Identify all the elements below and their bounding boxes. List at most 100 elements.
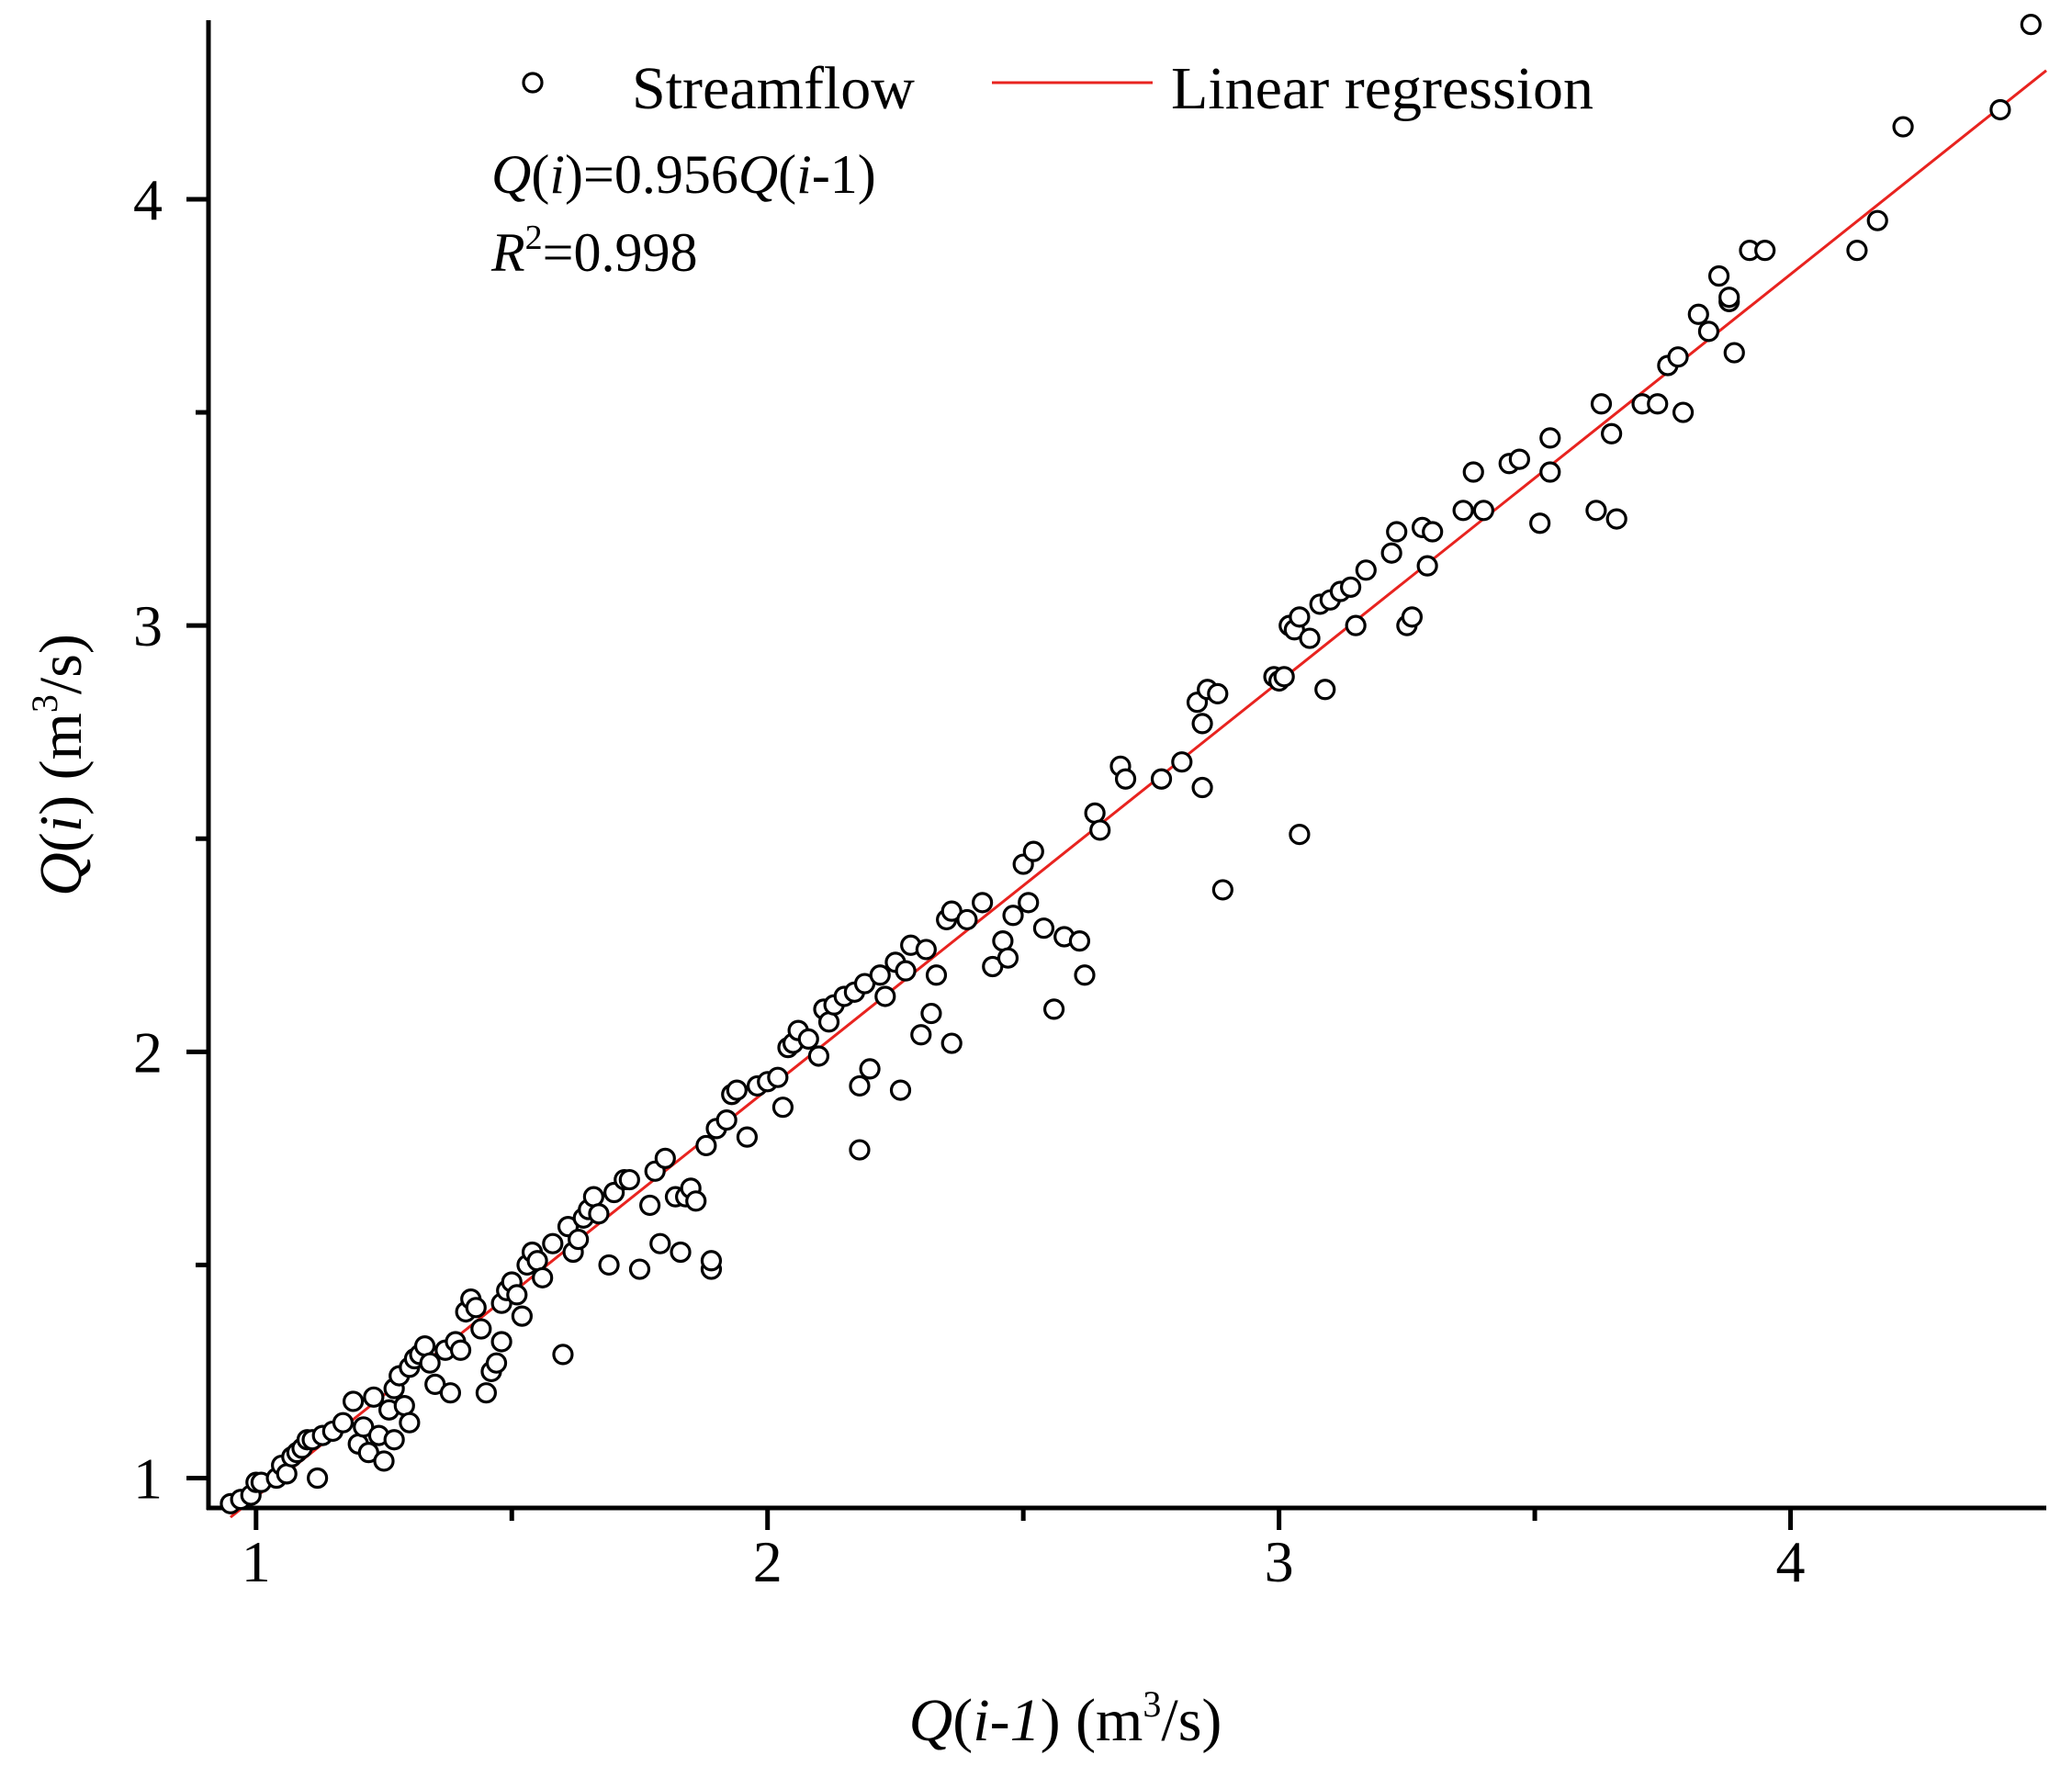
streamflow-point bbox=[1539, 461, 1561, 483]
streamflow-point bbox=[1191, 776, 1213, 799]
streamflow-point bbox=[1401, 606, 1424, 628]
streamflow-point bbox=[383, 1429, 405, 1451]
r-squared: R2=0.998 bbox=[490, 219, 698, 283]
x-title-var: i-1 bbox=[973, 1687, 1040, 1754]
streamflow-point bbox=[1355, 559, 1377, 581]
streamflow-point bbox=[1380, 542, 1402, 564]
streamflow-point bbox=[485, 1352, 508, 1374]
streamflow-point bbox=[1002, 905, 1024, 927]
y-title-unit-close: /s) bbox=[28, 634, 95, 694]
streamflow-point bbox=[1846, 240, 1868, 262]
streamflow-point bbox=[1605, 508, 1627, 530]
streamflow-point bbox=[869, 964, 891, 986]
streamflow-point bbox=[363, 1386, 385, 1408]
streamflow-point bbox=[399, 1412, 421, 1434]
streamflow-point bbox=[1022, 840, 1044, 862]
streamflow-point bbox=[1207, 682, 1229, 705]
streamflow-point bbox=[307, 1467, 329, 1490]
streamflow-point bbox=[920, 1002, 942, 1025]
streamflow-point bbox=[1718, 287, 1740, 309]
streamflow-point bbox=[1289, 823, 1311, 846]
streamflow-points bbox=[220, 14, 2042, 1514]
streamflow-point bbox=[413, 1335, 436, 1357]
r-squared-r: R bbox=[490, 222, 525, 283]
y-tick-label: 3 bbox=[133, 593, 163, 658]
streamflow-point bbox=[1508, 448, 1530, 470]
streamflow-point bbox=[1601, 422, 1623, 444]
streamflow-point bbox=[771, 1097, 794, 1119]
streamflow-point bbox=[639, 1194, 661, 1217]
x-axis-title: Q(i-1) (m3/s) bbox=[909, 1683, 1222, 1754]
regression-equation: Q(i)=0.956Q(i-1) bbox=[491, 144, 876, 205]
streamflow-point bbox=[1452, 500, 1474, 522]
streamflow-point bbox=[1422, 521, 1444, 543]
streamflow-point bbox=[956, 908, 978, 931]
equation-lhs-q: Q bbox=[491, 144, 531, 205]
streamflow-point bbox=[2020, 14, 2042, 36]
y-title-sup: 3 bbox=[24, 694, 65, 713]
streamflow-point bbox=[582, 1186, 604, 1208]
streamflow-point bbox=[490, 1331, 512, 1353]
streamflow-point bbox=[1345, 614, 1367, 636]
streamflow-point bbox=[419, 1352, 441, 1374]
streamflow-point bbox=[849, 1074, 871, 1097]
streamflow-point bbox=[1687, 303, 1709, 325]
x-title-q: Q bbox=[909, 1687, 953, 1754]
streamflow-point bbox=[1191, 713, 1213, 735]
axis-ticks: 1 2 3 4 1 2 3 4 bbox=[133, 167, 1806, 1594]
streamflow-point bbox=[1647, 393, 1669, 415]
equation-lhs-open: ( bbox=[531, 144, 549, 205]
streamflow-point bbox=[715, 1108, 738, 1131]
streamflow-point bbox=[1171, 751, 1193, 773]
streamflow-point bbox=[1697, 321, 1720, 343]
streamflow-point bbox=[373, 1450, 395, 1472]
streamflow-point bbox=[670, 1241, 692, 1264]
streamflow-point bbox=[849, 1139, 871, 1161]
streamflow-point bbox=[767, 1066, 789, 1088]
streamflow-point bbox=[1672, 401, 1695, 423]
streamflow-point bbox=[628, 1258, 651, 1280]
streamflow-point bbox=[511, 1305, 533, 1327]
streamflow-point bbox=[598, 1254, 620, 1277]
streamflow-point bbox=[1866, 209, 1888, 231]
streamflow-point bbox=[940, 1032, 963, 1054]
streamflow-point bbox=[1314, 679, 1336, 701]
y-tick-label: 4 bbox=[133, 167, 163, 232]
streamflow-point bbox=[797, 1028, 819, 1050]
streamflow-point bbox=[649, 1232, 671, 1254]
r-squared-sup: 2 bbox=[525, 219, 543, 257]
streamflow-point bbox=[1289, 606, 1311, 628]
legend-regression-label: Linear regression bbox=[1171, 55, 1593, 122]
legend-streamflow-marker bbox=[522, 72, 544, 94]
y-title-q: Q bbox=[28, 852, 95, 896]
x-tick-label: 4 bbox=[1776, 1529, 1806, 1594]
streamflow-point bbox=[1723, 342, 1745, 364]
streamflow-point bbox=[1339, 576, 1362, 598]
streamflow-point bbox=[588, 1203, 610, 1225]
streamflow-point bbox=[470, 1318, 492, 1340]
streamflow-point bbox=[915, 939, 937, 961]
x-tick-label: 1 bbox=[242, 1529, 271, 1594]
streamflow-point bbox=[1068, 930, 1091, 952]
y-axis-title: Q(i) (m3/s) bbox=[24, 634, 95, 896]
equation-rhs-q: Q bbox=[738, 144, 778, 205]
streamflow-point bbox=[526, 1250, 548, 1272]
streamflow-point bbox=[736, 1126, 759, 1148]
streamflow-point bbox=[685, 1190, 707, 1212]
streamflow-point bbox=[1472, 500, 1494, 522]
streamflow-point bbox=[1018, 892, 1040, 914]
streamflow-point bbox=[997, 947, 1019, 969]
streamflow-point bbox=[925, 964, 948, 986]
streamflow-point bbox=[1590, 393, 1613, 415]
streamflow-point bbox=[1754, 240, 1776, 262]
streamflow-point bbox=[695, 1134, 717, 1157]
streamflow-point bbox=[910, 1024, 932, 1046]
streamflow-point bbox=[1416, 555, 1438, 577]
equation-lhs-eq: )=0.956 bbox=[565, 144, 738, 205]
streamflow-point bbox=[889, 1079, 912, 1101]
x-title-open: ( bbox=[952, 1687, 973, 1754]
streamflow-point bbox=[1042, 998, 1065, 1020]
streamflow-point bbox=[475, 1382, 498, 1404]
equation-rhs-i: i bbox=[796, 144, 812, 205]
